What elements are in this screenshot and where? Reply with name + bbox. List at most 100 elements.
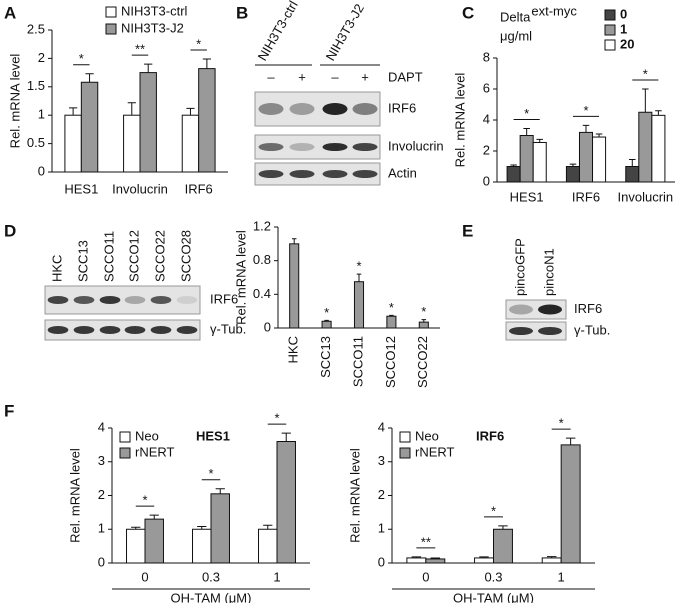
band: [73, 326, 95, 334]
significance-label: *: [208, 466, 213, 481]
bar: [321, 320, 332, 329]
error-bar: [149, 514, 159, 520]
error-bar: [144, 63, 153, 73]
x-tick-label: 0: [422, 569, 429, 584]
x-axis-label: OH-TAM (μM): [453, 590, 534, 603]
error-bar: [281, 432, 291, 442]
lane-label: SCCO12: [126, 230, 141, 282]
bar: [493, 528, 513, 564]
y-axis-label: Rel. mRNA level: [7, 54, 22, 149]
y-tick-label: 0: [483, 173, 490, 188]
x-tick-label: 0.3: [484, 569, 502, 584]
band: [99, 326, 121, 334]
y-tick-label: 0.4: [253, 286, 271, 301]
x-tick-label: HES1: [64, 181, 98, 196]
error-bar: [356, 273, 362, 282]
band: [47, 326, 69, 334]
row-label: IRF6: [574, 301, 602, 316]
bar: [276, 441, 296, 564]
x-tick-label: HES1: [510, 189, 544, 204]
error-bar: [131, 526, 141, 530]
x-tick-label: 0.3: [202, 569, 220, 584]
blot: [44, 319, 201, 341]
error-bar: [421, 319, 427, 323]
band: [150, 326, 172, 334]
error-bar: [430, 557, 441, 559]
legend-swatch: [119, 447, 131, 459]
y-tick-label: 0: [378, 554, 385, 569]
treatment-label: DAPT: [388, 69, 423, 84]
bar: [638, 111, 653, 183]
legend-label: 0: [620, 6, 627, 21]
row-label: Actin: [388, 165, 417, 180]
band: [352, 143, 378, 151]
error-bar: [389, 314, 394, 317]
y-tick-label: 8: [483, 49, 490, 64]
band: [352, 103, 378, 115]
legend-title: Delta: [500, 9, 531, 24]
y-tick-label: 2: [98, 487, 105, 502]
band: [352, 170, 378, 178]
significance-label: *: [643, 66, 648, 81]
error-bar: [85, 73, 94, 83]
band: [47, 296, 69, 304]
error-bar: [642, 88, 649, 113]
lane-label: +: [298, 69, 306, 84]
lane-label: pincoN1: [541, 248, 556, 296]
band: [258, 103, 284, 115]
column-label: NIH3T3-ctrl: [255, 0, 301, 63]
band: [73, 296, 95, 304]
blot: [44, 285, 201, 315]
y-tick-label: 0: [38, 163, 45, 178]
y-tick-label: 4: [378, 419, 385, 434]
y-tick-label: 3: [378, 453, 385, 468]
error-bar: [324, 319, 329, 322]
y-axis-label: Rel. mRNA level: [347, 448, 362, 543]
error-bar: [565, 437, 576, 445]
legend-label: 1: [620, 21, 627, 36]
bar: [123, 114, 141, 173]
x-tick-label: SCCO22: [415, 336, 430, 388]
x-tick-label: SCCO12: [383, 336, 398, 388]
legend-swatch: [604, 24, 616, 36]
bar: [578, 131, 594, 183]
band: [258, 170, 284, 178]
lane-label: SCC13: [75, 240, 90, 282]
error-bar: [197, 526, 207, 530]
x-tick-label: SCCO11: [350, 336, 365, 387]
y-tick-label: 1: [378, 521, 385, 536]
lane-label: SCCO22: [152, 230, 167, 282]
error-bar: [291, 238, 297, 244]
y-tick-label: 0.8: [253, 252, 271, 267]
error-bar: [263, 524, 273, 530]
legend-label: NIH3T3-ctrl: [121, 3, 188, 18]
panel-label: C: [462, 3, 474, 22]
bar: [198, 68, 216, 173]
bar: [565, 166, 580, 183]
band: [509, 327, 533, 335]
y-tick-label: 6: [483, 80, 490, 95]
error-bar: [510, 164, 517, 167]
y-tick-label: 1.5: [27, 78, 45, 93]
legend-label: Neo: [135, 428, 159, 443]
band: [322, 170, 348, 178]
y-tick-label: 2: [483, 142, 490, 157]
x-tick-label: 0: [141, 569, 148, 584]
panel-label: A: [4, 3, 16, 22]
bar: [353, 281, 365, 329]
lane-label: HKC: [49, 255, 64, 282]
legend-title-unit: μg/ml: [500, 28, 532, 43]
bar: [532, 141, 547, 183]
y-axis-label: Rel. mRNA level: [233, 230, 248, 325]
significance-label: *: [389, 300, 394, 315]
x-axis-label: OH-TAM (μM): [171, 590, 252, 603]
legend-label: Neo: [415, 428, 439, 443]
panel-label: E: [462, 221, 473, 240]
bar: [192, 528, 212, 564]
row-label: γ-Tub.: [574, 322, 610, 337]
x-tick-label: Involucrin: [112, 181, 168, 196]
bar: [418, 321, 429, 329]
y-tick-label: 4: [483, 111, 490, 126]
y-tick-label: 0: [98, 554, 105, 569]
band: [538, 327, 562, 335]
